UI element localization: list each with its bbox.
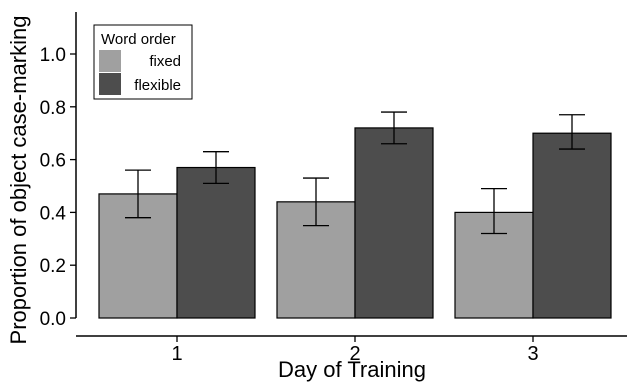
x-tick-label: 2 (349, 343, 360, 365)
legend-swatch-flexible (99, 73, 121, 95)
x-tick-label: 3 (527, 343, 538, 365)
legend-label-flexible: flexible (134, 77, 181, 94)
y-tick-label: 0.8 (40, 98, 66, 119)
legend-label-fixed: fixed (149, 53, 181, 70)
y-ticks-layer: 0.0 0.2 0.4 0.6 0.8 1.0 (40, 45, 76, 330)
bars-layer (98, 127, 612, 319)
bar-flexible-day-1 (176, 166, 256, 319)
bar-flexible-day-2 (354, 127, 434, 319)
y-axis-title: Proportion of object case-marking (6, 16, 31, 345)
y-tick-label: 1.0 (40, 45, 66, 66)
y-tick-label: 0.0 (40, 309, 66, 330)
x-axis-title: Day of Training (278, 357, 426, 382)
legend-title: Word order (101, 31, 176, 48)
legend: Word order fixed flexible (93, 24, 193, 100)
error-bars-layer (125, 111, 585, 235)
y-tick-label: 0.2 (40, 256, 66, 277)
legend-swatch-fixed (99, 50, 121, 72)
axes-layer (75, 12, 627, 337)
y-tick-label: 0.4 (40, 203, 67, 224)
x-ticks-layer: 1 2 3 (171, 336, 539, 365)
x-tick-label: 1 (171, 343, 182, 365)
bar-flexible-day-3 (532, 132, 612, 319)
y-tick-label: 0.6 (40, 151, 66, 172)
